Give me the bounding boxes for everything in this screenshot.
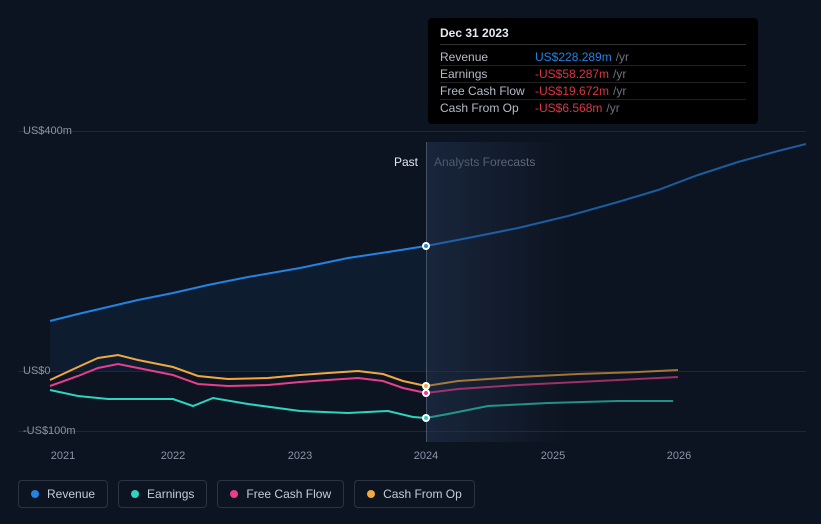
- marker-revenue: [422, 242, 430, 250]
- tooltip-row: Free Cash Flow-US$19.672m/yr: [440, 83, 746, 100]
- legend-dot-icon: [230, 490, 238, 498]
- x-axis-label: 2024: [414, 450, 438, 462]
- tooltip-metric-value: -US$6.568m: [535, 101, 602, 115]
- x-axis-label: 2021: [51, 450, 75, 462]
- tooltip-row: Cash From Op-US$6.568m/yr: [440, 100, 746, 116]
- tooltip-row: RevenueUS$228.289m/yr: [440, 49, 746, 66]
- marker-cash_from_op: [422, 382, 430, 390]
- tooltip-metric-unit: /yr: [613, 84, 626, 98]
- legend-item-free_cash_flow[interactable]: Free Cash Flow: [217, 480, 344, 508]
- legend-label: Earnings: [147, 487, 194, 501]
- tooltip-date: Dec 31 2023: [440, 26, 746, 45]
- legend-item-revenue[interactable]: Revenue: [18, 480, 108, 508]
- marker-free_cash_flow: [422, 389, 430, 397]
- tooltip-metric-label: Cash From Op: [440, 101, 535, 115]
- tooltip-metric-label: Free Cash Flow: [440, 84, 535, 98]
- series-free_cash_flow-forecast: [426, 377, 678, 393]
- series-earnings-past: [50, 390, 426, 418]
- financial-chart: US$400mUS$0-US$100m202120222023202420252…: [18, 18, 806, 442]
- legend-label: Revenue: [47, 487, 95, 501]
- legend-label: Cash From Op: [383, 487, 462, 501]
- tooltip-row: Earnings-US$58.287m/yr: [440, 66, 746, 83]
- legend-label: Free Cash Flow: [246, 487, 331, 501]
- hover-tooltip: Dec 31 2023 RevenueUS$228.289m/yrEarning…: [428, 18, 758, 124]
- x-axis-label: 2023: [288, 450, 312, 462]
- x-axis-label: 2026: [667, 450, 691, 462]
- marker-earnings: [422, 414, 430, 422]
- past-forecast-divider: [426, 142, 427, 442]
- tooltip-metric-unit: /yr: [613, 67, 626, 81]
- series-revenue-forecast: [426, 144, 806, 246]
- legend-dot-icon: [131, 490, 139, 498]
- tooltip-metric-value: US$228.289m: [535, 50, 612, 64]
- tooltip-metric-label: Revenue: [440, 50, 535, 64]
- tooltip-metric-label: Earnings: [440, 67, 535, 81]
- legend-dot-icon: [367, 490, 375, 498]
- tooltip-metric-unit: /yr: [616, 50, 629, 64]
- legend: Revenue Earnings Free Cash Flow Cash From O…: [18, 480, 475, 508]
- legend-item-cash_from_op[interactable]: Cash From Op: [354, 480, 475, 508]
- tooltip-metric-value: -US$19.672m: [535, 84, 609, 98]
- tooltip-metric-unit: /yr: [606, 101, 619, 115]
- legend-item-earnings[interactable]: Earnings: [118, 480, 207, 508]
- legend-dot-icon: [31, 490, 39, 498]
- x-axis-label: 2025: [541, 450, 565, 462]
- tooltip-metric-value: -US$58.287m: [535, 67, 609, 81]
- x-axis-label: 2022: [161, 450, 185, 462]
- series-earnings-forecast: [426, 401, 673, 418]
